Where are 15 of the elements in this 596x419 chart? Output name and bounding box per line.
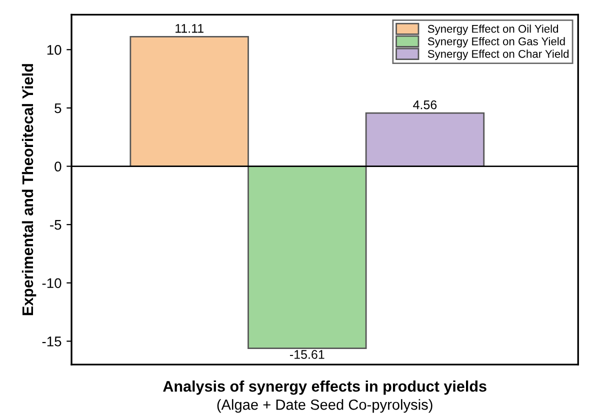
data-label: -15.61 — [290, 350, 324, 359]
y-tick-label: 0 — [54, 162, 62, 172]
data-label: 4.56 — [413, 100, 437, 110]
y-tick-label: -5 — [50, 220, 62, 230]
y-tick-label: 5 — [54, 103, 62, 114]
y-axis-title: Experimental and Theoritecal Yield — [22, 64, 36, 316]
data-label: 11.11 — [176, 24, 204, 33]
legend-label: Synergy Effect on Gas Yield — [428, 37, 565, 48]
y-tick-label: -10 — [42, 278, 62, 288]
x-axis-title: Analysis of synergy effects in product yields — [163, 380, 486, 395]
legend-label: Synergy Effect on Char Yield — [428, 50, 569, 60]
y-tick-label: 10 — [47, 44, 62, 55]
legend-label: Synergy Effect on Oil Yield — [428, 24, 558, 35]
text: (Algae + Date Seed Co-pyrolysis) — [217, 399, 432, 413]
y-tick-label: -15 — [42, 336, 62, 346]
